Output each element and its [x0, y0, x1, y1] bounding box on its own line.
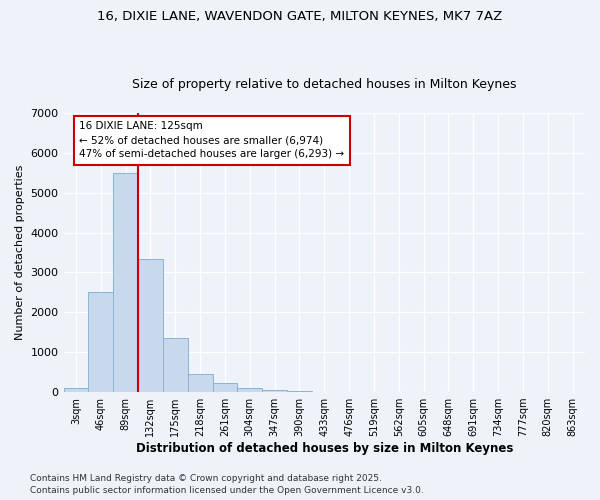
Bar: [88, 292, 113, 392]
Bar: [113, 173, 138, 392]
Bar: [262, 390, 287, 392]
Bar: [188, 374, 212, 392]
Bar: [138, 258, 163, 392]
Text: Contains HM Land Registry data © Crown copyright and database right 2025.
Contai: Contains HM Land Registry data © Crown c…: [30, 474, 424, 495]
Bar: [163, 338, 188, 392]
Text: 16, DIXIE LANE, WAVENDON GATE, MILTON KEYNES, MK7 7AZ: 16, DIXIE LANE, WAVENDON GATE, MILTON KE…: [97, 10, 503, 23]
Bar: [238, 388, 262, 392]
Title: Size of property relative to detached houses in Milton Keynes: Size of property relative to detached ho…: [132, 78, 517, 91]
Text: 16 DIXIE LANE: 125sqm
← 52% of detached houses are smaller (6,974)
47% of semi-d: 16 DIXIE LANE: 125sqm ← 52% of detached …: [79, 122, 344, 160]
Y-axis label: Number of detached properties: Number of detached properties: [15, 165, 25, 340]
Bar: [64, 388, 88, 392]
Bar: [212, 384, 238, 392]
X-axis label: Distribution of detached houses by size in Milton Keynes: Distribution of detached houses by size …: [136, 442, 513, 455]
